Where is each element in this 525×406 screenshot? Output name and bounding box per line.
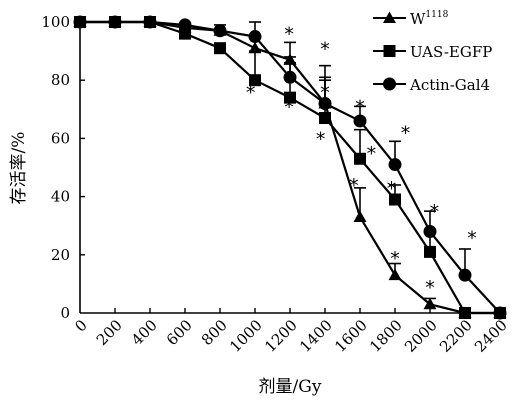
legend-triangle-icon <box>383 11 396 23</box>
significance-asterisk: * <box>390 248 400 270</box>
legend-item-w1118: W1118 <box>373 10 449 28</box>
significance-asterisk: * <box>284 24 294 46</box>
y-axis-ticks: 0 20 40 60 80 100 <box>41 13 85 322</box>
significance-asterisk: * <box>349 175 359 197</box>
data-point-square <box>249 74 261 87</box>
significance-asterisk: * <box>467 227 477 249</box>
data-point-circle <box>493 306 507 320</box>
data-point-circle <box>73 15 87 29</box>
data-point-circle <box>213 24 227 38</box>
significance-asterisk: * <box>316 128 326 150</box>
x-tick-label: 2200 <box>436 316 476 356</box>
x-tick-label: 1800 <box>366 316 406 356</box>
x-tick-label: 1600 <box>331 316 371 356</box>
data-point-circle <box>423 225 437 239</box>
data-point-square <box>389 193 401 206</box>
significance-asterisk: * <box>401 123 411 145</box>
x-tick-label: 2400 <box>471 316 511 356</box>
x-axis-title: 剂量/Gy <box>259 377 322 397</box>
x-tick-label: 600 <box>163 316 196 349</box>
y-tick-label: 40 <box>51 188 70 206</box>
data-point-circle <box>108 15 122 29</box>
significance-asterisk: * <box>367 143 377 165</box>
data-point-circle <box>248 30 262 44</box>
significance-asterisk: * <box>355 96 365 118</box>
data-point-circle <box>458 268 472 282</box>
data-series <box>73 15 507 320</box>
data-point-triangle <box>423 297 437 310</box>
legend-label-actin-gal4: Actin-Gal4 <box>409 76 490 94</box>
x-tick-label: 1400 <box>296 316 336 356</box>
legend-item-actin-gal4: Actin-Gal4 <box>373 76 490 94</box>
x-tick-label: 2000 <box>401 316 441 356</box>
legend-circle-icon <box>383 77 396 91</box>
data-point-circle <box>178 18 192 32</box>
legend-label-w1118-base: W <box>410 10 426 28</box>
significance-asterisk: * <box>246 82 256 104</box>
significance-asterisk: * <box>284 96 294 118</box>
data-point-square <box>459 307 471 319</box>
legend-square-icon <box>383 45 396 57</box>
legend-item-uas-egfp: UAS-EGFP <box>373 43 492 61</box>
legend-label-w1118: W1118 <box>410 10 449 28</box>
x-tick-label: 200 <box>93 316 126 349</box>
data-point-circle <box>283 70 297 84</box>
data-point-square <box>214 42 226 55</box>
x-tick-label: 400 <box>128 316 161 349</box>
significance-asterisk: * <box>425 277 435 299</box>
series-circle <box>73 15 507 320</box>
y-tick-label: 80 <box>51 71 70 89</box>
significance-asterisk: * <box>430 201 440 223</box>
x-tick-label: 0 <box>71 316 90 335</box>
x-tick-label: 1200 <box>261 316 301 356</box>
y-axis-title: 存活率/% <box>9 132 29 205</box>
legend-label-w1118-superscript: 1118 <box>425 10 448 20</box>
legend: W1118 UAS-EGFP Actin-Gal4 <box>373 10 492 94</box>
data-point-circle <box>318 96 332 110</box>
data-point-square <box>284 91 296 104</box>
data-point-square <box>354 152 366 165</box>
legend-label-uas-egfp: UAS-EGFP <box>410 43 492 61</box>
data-point-circle <box>388 158 402 172</box>
x-axis-ticks: 0 200 400 600 800100012001400160018002000220… <box>71 308 511 356</box>
data-point-circle <box>143 15 157 29</box>
data-point-square <box>319 112 331 125</box>
y-tick-label: 60 <box>51 129 70 147</box>
data-point-triangle <box>388 268 402 281</box>
y-tick-label: 20 <box>51 246 70 264</box>
significance-asterisk: * <box>387 178 397 200</box>
y-tick-label: 0 <box>60 304 70 322</box>
significance-asterisk: * <box>320 38 330 60</box>
data-point-circle <box>353 114 367 128</box>
y-tick-label: 100 <box>41 13 70 31</box>
data-point-square <box>424 245 436 258</box>
data-point-triangle <box>353 210 367 222</box>
significance-asterisk: * <box>320 82 330 104</box>
significance-marks: * * * * * * * * * * * * * * * <box>246 24 477 299</box>
x-tick-label: 1000 <box>226 316 266 356</box>
